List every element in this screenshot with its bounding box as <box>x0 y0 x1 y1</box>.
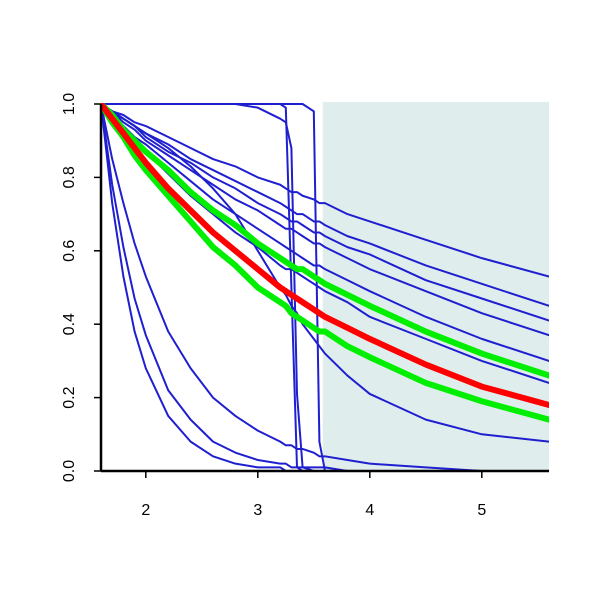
y-tick-label: 1.0 <box>61 93 78 115</box>
x-tick-label: 5 <box>477 502 486 519</box>
x-tick-label: 2 <box>141 502 150 519</box>
curve <box>101 103 549 337</box>
curve <box>101 103 549 423</box>
y-tick-label: 0.6 <box>61 240 78 262</box>
y-tick-label: 0.2 <box>61 386 78 408</box>
curve <box>101 103 549 443</box>
y-tick-label: 0.4 <box>61 313 78 335</box>
curve <box>101 103 549 322</box>
curve <box>101 103 549 362</box>
curve <box>101 103 549 278</box>
y-tick-label: 0.0 <box>61 460 78 482</box>
x-tick-label: 4 <box>365 502 374 519</box>
shaded-region <box>322 102 549 471</box>
curve <box>101 103 549 379</box>
y-tick-label: 0.8 <box>61 166 78 188</box>
x-tick-label: 3 <box>253 502 262 519</box>
curve <box>101 103 549 472</box>
curve <box>101 103 549 408</box>
